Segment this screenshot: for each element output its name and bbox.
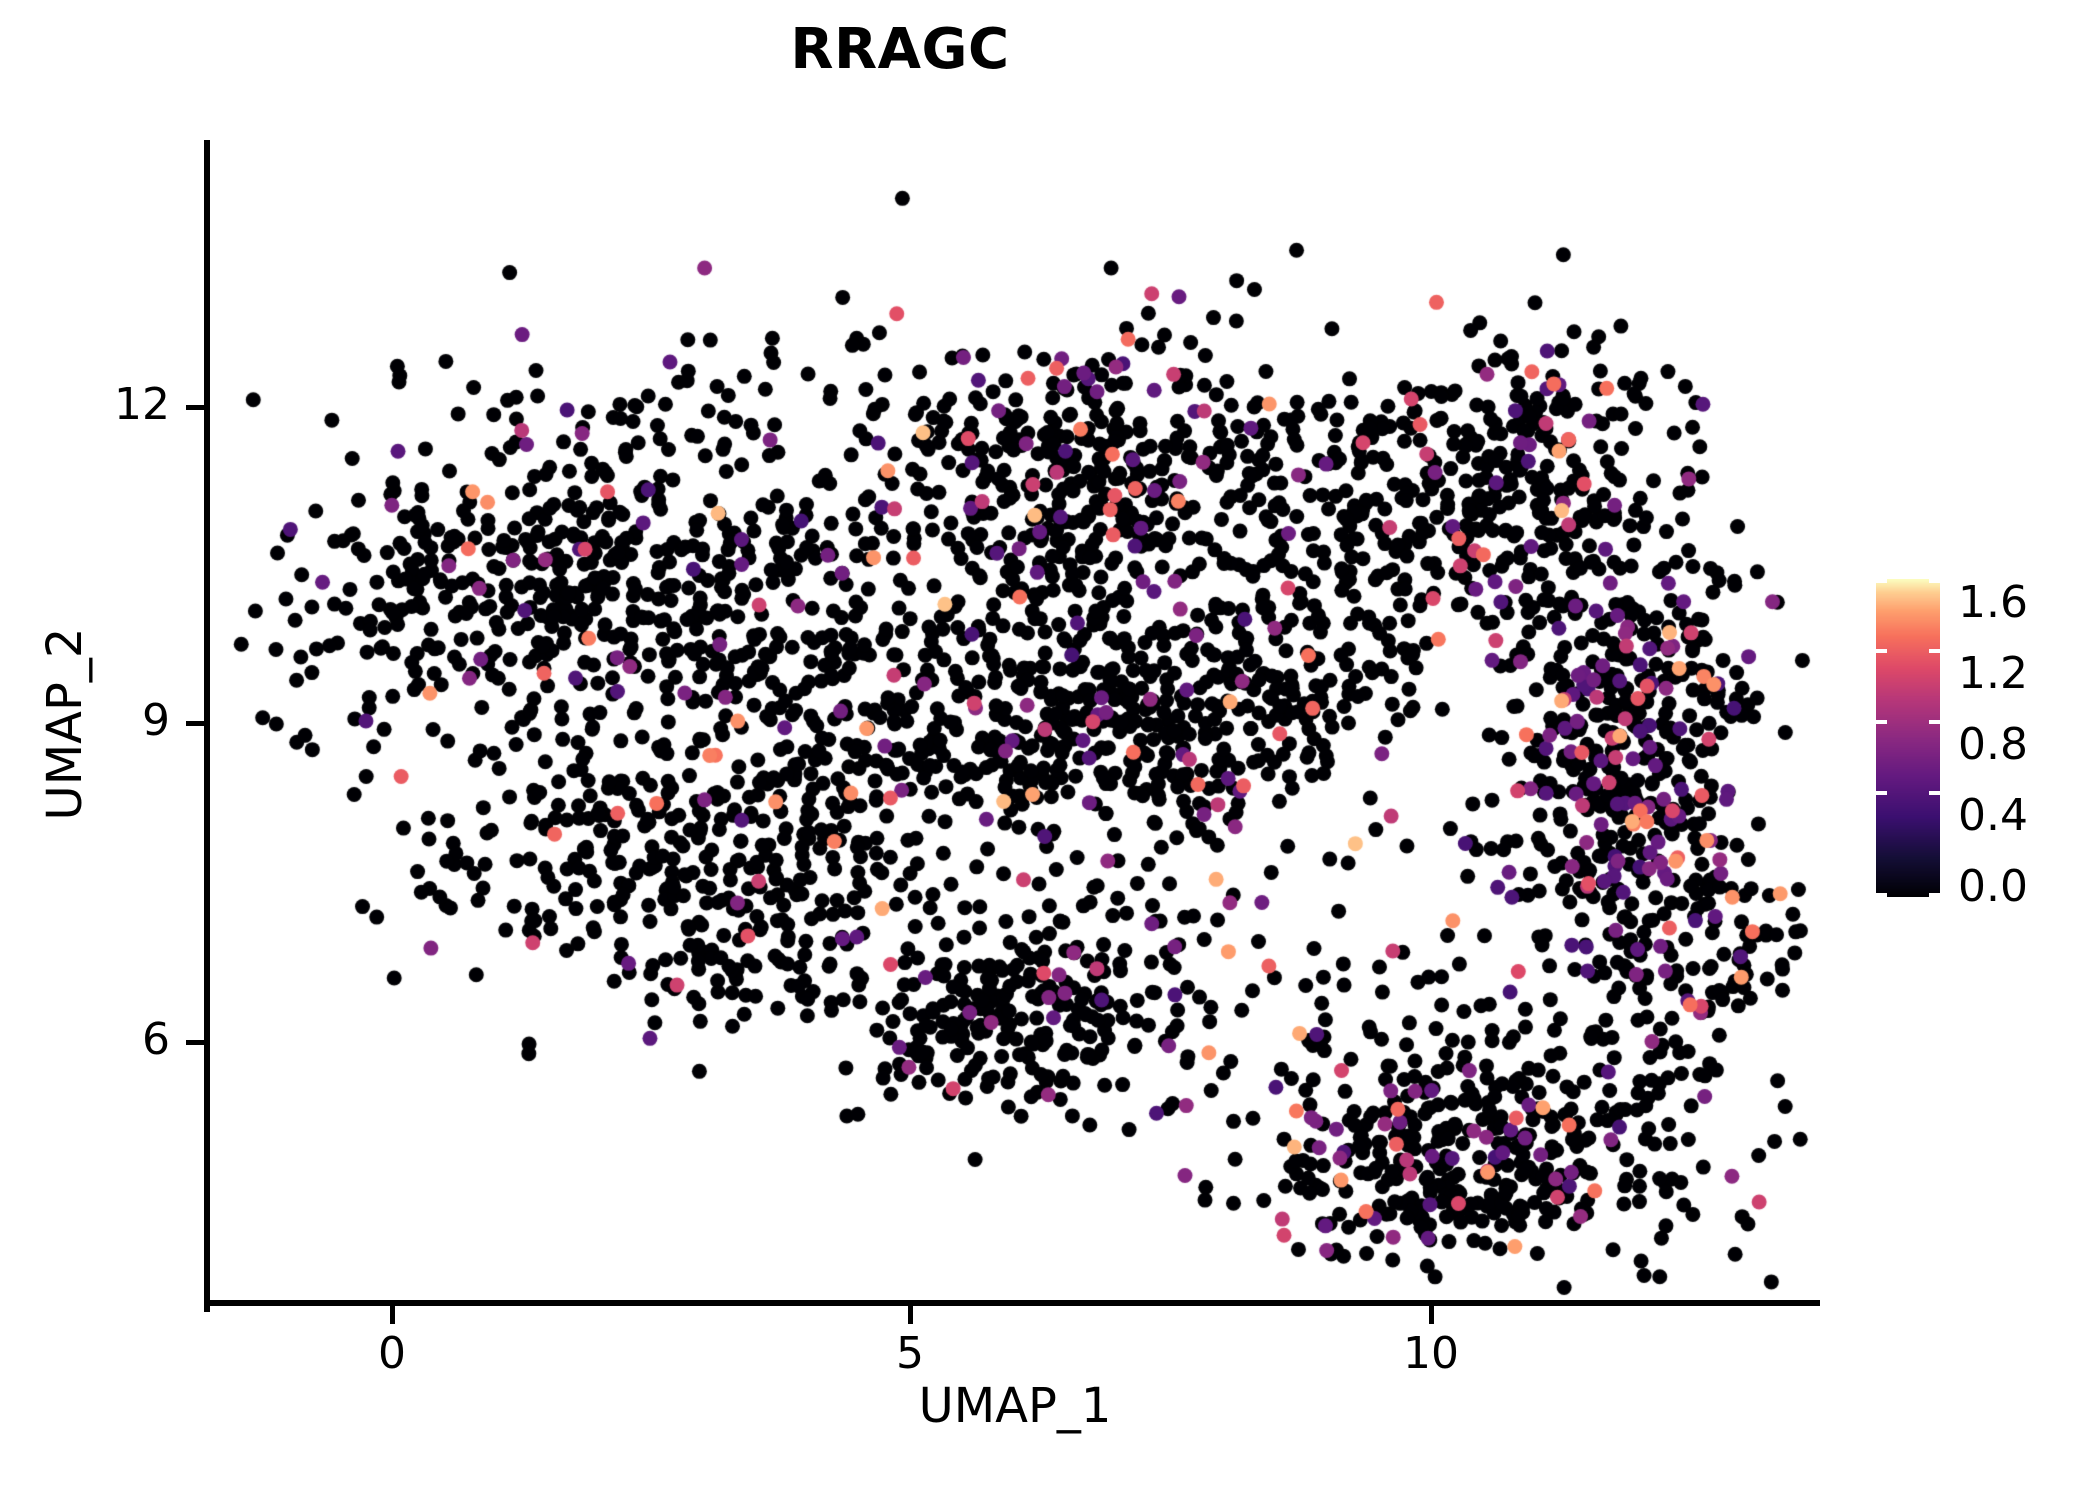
x-tick-label-0: 0 [378,1328,406,1379]
y-tick-label-9: 9 [142,695,170,746]
colorbar-label-0.4: 0.4 [1958,790,2028,841]
y-axis-spine [204,140,210,1312]
colorbar-tick-0.0-left [1876,893,1887,897]
scatter-plot [210,140,1820,1306]
colorbar-tick-1.6-right [1929,579,1940,583]
colorbar-label-0.0: 0.0 [1958,861,2028,912]
colorbar-label-1.2: 1.2 [1958,648,2028,699]
colorbar-tick-1.6-left [1876,579,1887,583]
y-tick-mark-9 [186,721,204,726]
colorbar-label-1.6: 1.6 [1958,577,2028,628]
plot-area [210,140,1820,1306]
x-tick-mark-0 [390,1306,395,1324]
page-title: RRAGC [790,17,1010,82]
x-tick-label-5: 5 [896,1328,924,1379]
colorbar-tick-1.2-left [1876,649,1887,653]
colorbar-tick-0.0-right [1929,893,1940,897]
colorbar-gradient [1876,579,1940,897]
x-tick-label-10: 10 [1403,1328,1459,1379]
y-tick-mark-12 [186,405,204,410]
y-tick-label-12: 12 [114,379,170,430]
colorbar-label-0.8: 0.8 [1958,719,2028,770]
y-tick-mark-6 [186,1040,204,1045]
colorbar-tick-0.8-right [1929,720,1940,724]
x-tick-mark-10 [1429,1306,1434,1324]
colorbar-tick-0.8-left [1876,720,1887,724]
colorbar-tick-0.4-left [1876,791,1887,795]
y-axis-label: UMAP_2 [37,627,93,821]
x-tick-mark-5 [908,1306,913,1324]
colorbar-tick-1.2-right [1929,649,1940,653]
colorbar [1876,579,1940,897]
colorbar-tick-0.4-right [1929,791,1940,795]
y-tick-label-6: 6 [142,1014,170,1065]
x-axis-label: UMAP_1 [918,1378,1112,1434]
